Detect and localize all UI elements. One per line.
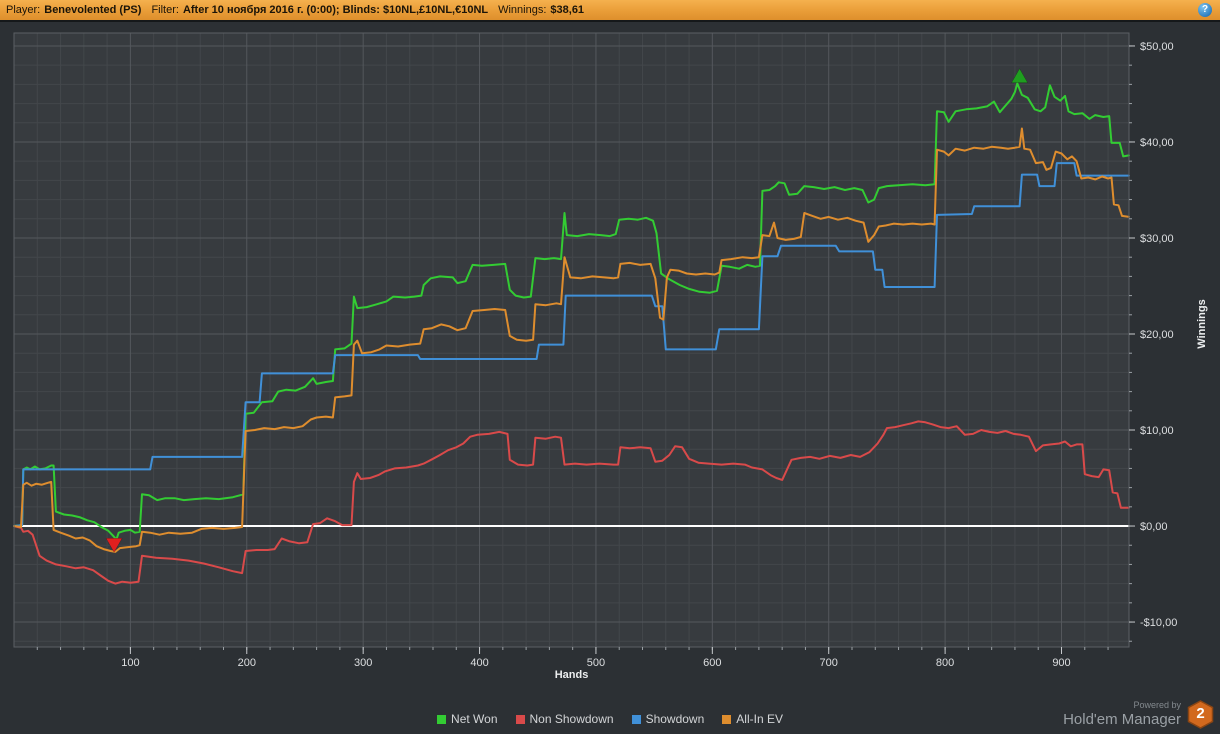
filter-label: Filter: <box>151 4 179 16</box>
legend-item-showdown: Showdown <box>631 712 705 726</box>
player-label: Player: <box>6 4 41 16</box>
player-value: Benevolented (PS) <box>44 4 142 16</box>
winnings-graph: 100 200 300 400 500 600 700 800 900 $50,00 $40,00 $… <box>13 32 1177 669</box>
winnings-value: $38,61 <box>550 4 585 16</box>
powered-by-text: Powered by <box>1133 700 1181 710</box>
legend-item-all-in-ev: All-In EV <box>722 712 783 726</box>
svg-text:300: 300 <box>354 657 372 669</box>
filter-value: After 10 ноября 2016 г. (0:00); Blinds: … <box>182 4 489 16</box>
legend-label: Non Showdown <box>529 712 614 726</box>
svg-text:100: 100 <box>121 657 139 669</box>
showdown-swatch-icon <box>631 714 641 724</box>
legend-item-non-showdown: Non Showdown <box>515 712 614 726</box>
svg-text:$30,00: $30,00 <box>1140 233 1174 245</box>
svg-text:$10,00: $10,00 <box>1140 425 1174 437</box>
svg-text:600: 600 <box>703 657 721 669</box>
chart-legend: Net Won Non Showdown Showdown All-In EV <box>0 712 1220 726</box>
legend-label: Showdown <box>645 712 705 726</box>
hm2-badge-icon: 2 <box>1187 700 1214 729</box>
all-in-ev-swatch-icon <box>722 714 732 724</box>
svg-text:500: 500 <box>587 657 605 669</box>
svg-text:200: 200 <box>238 657 256 669</box>
non-showdown-swatch-icon <box>515 714 525 724</box>
x-axis-title: Hands <box>554 669 589 681</box>
help-icon[interactable]: ? <box>1198 3 1212 17</box>
svg-text:-$10,00: -$10,00 <box>1140 617 1177 629</box>
svg-text:700: 700 <box>820 657 838 669</box>
svg-text:$50,00: $50,00 <box>1140 41 1174 53</box>
svg-text:900: 900 <box>1052 657 1070 669</box>
svg-text:$0,00: $0,00 <box>1140 521 1168 533</box>
badge-number: 2 <box>1196 705 1205 722</box>
winnings-label: Winnings: <box>498 4 547 16</box>
legend-item-net-won: Net Won <box>437 712 498 726</box>
svg-text:$20,00: $20,00 <box>1140 329 1174 341</box>
y-axis-title: Winnings <box>1196 299 1208 349</box>
net-won-swatch-icon <box>437 714 447 724</box>
svg-text:$40,00: $40,00 <box>1140 137 1174 149</box>
legend-label: Net Won <box>451 712 498 726</box>
legend-label: All-In EV <box>736 712 783 726</box>
brand-name: Hold'em Manager <box>1063 711 1181 728</box>
title-bar: Player: Benevolented (PS) Filter: After … <box>0 0 1220 22</box>
svg-text:400: 400 <box>470 657 488 669</box>
holdem-manager-branding: Powered by Hold'em Manager 2 <box>1063 700 1214 729</box>
svg-text:800: 800 <box>936 657 954 669</box>
